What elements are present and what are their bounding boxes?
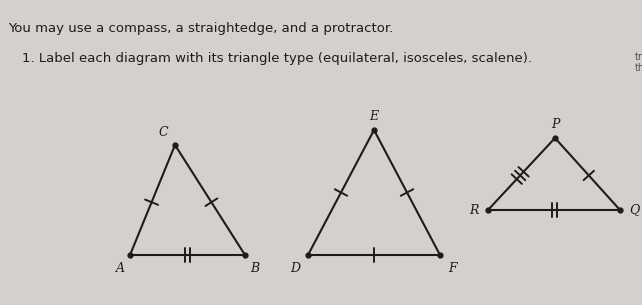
Text: tra: tra bbox=[635, 52, 642, 62]
Text: thi: thi bbox=[635, 63, 642, 73]
Text: Q: Q bbox=[629, 203, 639, 217]
Text: R: R bbox=[469, 203, 479, 217]
Text: F: F bbox=[449, 263, 457, 275]
Text: C: C bbox=[158, 127, 168, 139]
Text: 1. Label each diagram with its triangle type (equilateral, isosceles, scalene).: 1. Label each diagram with its triangle … bbox=[22, 52, 532, 65]
Text: E: E bbox=[369, 110, 379, 124]
Text: B: B bbox=[250, 263, 259, 275]
Text: D: D bbox=[290, 263, 300, 275]
Text: A: A bbox=[116, 263, 125, 275]
Text: You may use a compass, a straightedge, and a protractor.: You may use a compass, a straightedge, a… bbox=[8, 22, 394, 35]
Text: P: P bbox=[551, 119, 559, 131]
